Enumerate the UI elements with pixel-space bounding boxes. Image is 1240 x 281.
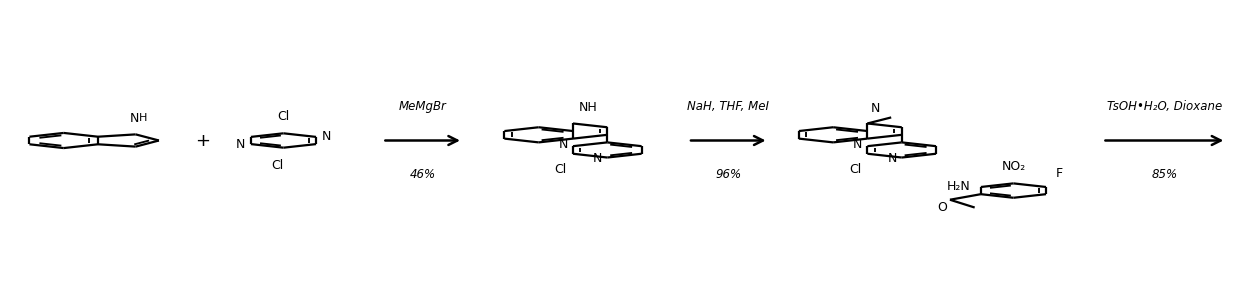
Text: 85%: 85% <box>1151 168 1178 181</box>
Text: Cl: Cl <box>272 159 284 172</box>
Text: NH: NH <box>579 101 598 114</box>
Text: N: N <box>236 138 244 151</box>
Text: TsOH•H₂O, Dioxane: TsOH•H₂O, Dioxane <box>1107 100 1221 113</box>
Text: N: N <box>853 138 863 151</box>
Text: N: N <box>559 138 568 151</box>
Text: O: O <box>937 201 947 214</box>
Text: Cl: Cl <box>554 164 567 176</box>
Text: N: N <box>322 130 331 143</box>
Text: H₂N: H₂N <box>947 180 971 194</box>
Text: Cl: Cl <box>849 164 862 176</box>
Text: N: N <box>593 152 603 166</box>
Text: NO₂: NO₂ <box>1002 160 1025 173</box>
Text: Cl: Cl <box>278 110 290 123</box>
Text: MeMgBr: MeMgBr <box>399 100 446 113</box>
Text: N: N <box>888 152 897 166</box>
Text: F: F <box>1056 167 1063 180</box>
Text: 96%: 96% <box>715 168 742 181</box>
Text: +: + <box>196 132 211 149</box>
Text: 46%: 46% <box>409 168 435 181</box>
Text: NaH, THF, MeI: NaH, THF, MeI <box>687 100 769 113</box>
Text: N: N <box>130 112 139 125</box>
Text: N: N <box>872 102 880 115</box>
Text: H: H <box>139 113 148 123</box>
